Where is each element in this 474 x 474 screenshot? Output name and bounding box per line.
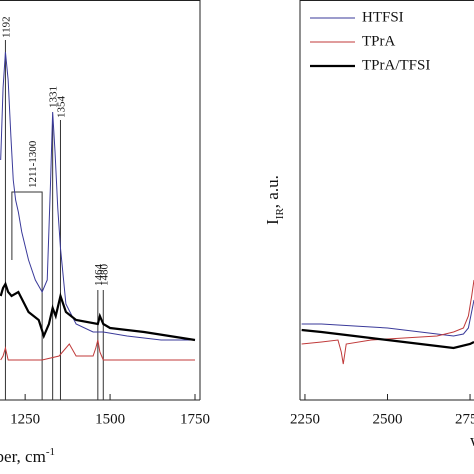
series-line: [301, 299, 474, 337]
series-line: [301, 328, 474, 350]
peak-label: 1480: [98, 264, 110, 287]
x-tick-label: 2250: [290, 411, 320, 427]
legend-label: TPrA/TFSI: [362, 57, 430, 73]
x-tick-label: 1750: [180, 411, 210, 427]
x-axis-label: wavenumber, cm-1: [0, 446, 55, 466]
legend-label: TPrA: [362, 33, 396, 49]
x-axis-label: wavenumber, cm-1: [470, 430, 474, 450]
series-line: [0, 51, 195, 341]
y-label-sub: IR: [274, 208, 286, 220]
range-box: [11, 191, 43, 400]
series-line: [0, 281, 196, 342]
series-line: [0, 339, 195, 361]
peak-label: 1464: [93, 264, 105, 287]
x-label-main: wavenumber, cm: [0, 447, 46, 466]
x-tick-label: 1250: [10, 411, 40, 427]
legend-label: HTFSI: [362, 9, 404, 25]
x-tick-label: 2750: [455, 411, 474, 427]
x-tick-label: 2500: [372, 411, 402, 427]
x-label-main: wavenumber, cm: [470, 431, 474, 450]
x-label-sup: -1: [46, 446, 55, 458]
peak-label: 1331: [48, 86, 60, 108]
series-line: [301, 279, 474, 365]
peak-label: 1354: [55, 96, 67, 119]
y-label-rest: , a.u.: [263, 175, 282, 208]
x-tick-label: 1500: [95, 411, 125, 427]
y-label-main: I: [263, 219, 282, 225]
y-axis-label: IIR, a.u.: [263, 175, 286, 225]
range-label: 1211-1300: [27, 140, 39, 188]
peak-label: 1192: [0, 16, 12, 38]
